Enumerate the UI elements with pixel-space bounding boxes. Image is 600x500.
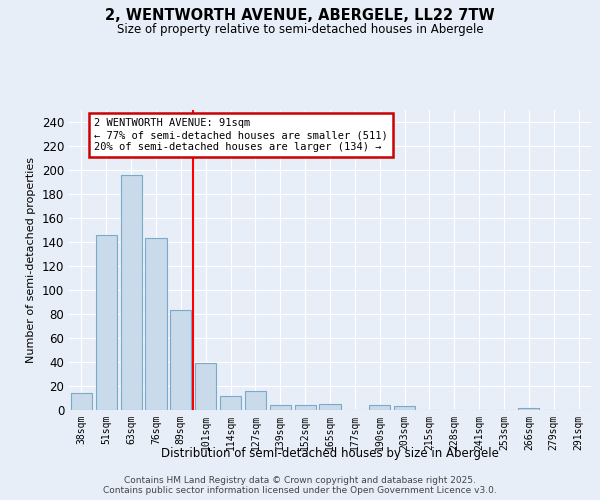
Bar (220, 396, 241, 410)
Y-axis label: Number of semi-detached properties: Number of semi-detached properties (26, 157, 36, 363)
Bar (121, 175, 142, 410)
Bar (369, 405, 390, 410)
Bar (96, 235, 117, 410)
Text: 2, WENTWORTH AVENUE, ABERGELE, LL22 7TW: 2, WENTWORTH AVENUE, ABERGELE, LL22 7TW (105, 8, 495, 22)
Bar (71, 393, 92, 410)
Bar (245, 391, 266, 410)
Text: Size of property relative to semi-detached houses in Abergele: Size of property relative to semi-detach… (116, 22, 484, 36)
Bar (394, 406, 415, 410)
Bar (518, 408, 539, 410)
Text: Distribution of semi-detached houses by size in Abergele: Distribution of semi-detached houses by … (161, 448, 499, 460)
Text: Contains HM Land Registry data © Crown copyright and database right 2025.
Contai: Contains HM Land Registry data © Crown c… (103, 476, 497, 495)
Bar (319, 404, 341, 410)
Text: 2 WENTWORTH AVENUE: 91sqm
← 77% of semi-detached houses are smaller (511)
20% of: 2 WENTWORTH AVENUE: 91sqm ← 77% of semi-… (94, 118, 388, 152)
Bar (270, 405, 291, 410)
Bar (195, 363, 216, 410)
Bar (145, 238, 167, 410)
Bar (170, 310, 191, 410)
Bar (295, 405, 316, 410)
